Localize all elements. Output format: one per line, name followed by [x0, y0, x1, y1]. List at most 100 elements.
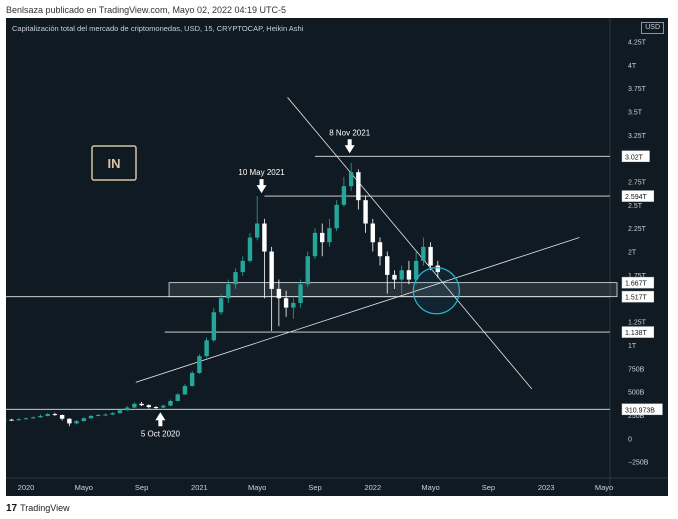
- price-chart[interactable]: IN 10 May 2021 8 Nov 2021 5 Oct 2020 4.25T 4T…: [6, 18, 668, 496]
- y-tick-label: 4T: [628, 63, 637, 70]
- y-tick-label: 2T: [628, 250, 637, 257]
- x-tick-label: Sep: [135, 483, 148, 492]
- price-label-box: [621, 276, 655, 289]
- candle-body: [320, 232, 325, 243]
- price-label-box: [621, 150, 650, 163]
- candle-body: [399, 270, 404, 280]
- candle-body: [341, 186, 347, 205]
- y-tick-label: 1T: [628, 343, 637, 350]
- trendline-support: [135, 237, 580, 383]
- candle-body: [110, 413, 115, 415]
- candle-body: [305, 256, 310, 285]
- candle-body: [406, 270, 412, 280]
- price-label: 2.594T: [625, 194, 648, 201]
- price-label-box: [621, 190, 655, 202]
- price-label: 1.517T: [625, 295, 648, 302]
- candle-body: [269, 251, 274, 289]
- y-tick-label: 4.25T: [628, 39, 647, 46]
- candle-body: [204, 340, 209, 357]
- footer: 17 TradingView: [6, 500, 70, 516]
- footer-brand[interactable]: TradingView: [20, 503, 70, 513]
- candle-body: [262, 223, 267, 252]
- watermark-logo-icon: [91, 145, 137, 181]
- chart-title: Capitalización total del mercado de crip…: [12, 24, 304, 33]
- currency-button[interactable]: USD: [641, 22, 664, 34]
- candle-body: [283, 298, 289, 308]
- y-tick-label: 500B: [628, 390, 645, 397]
- x-tick-label: Sep: [308, 483, 321, 492]
- price-label-box: [621, 290, 655, 303]
- x-tick-label: Mayo: [421, 483, 439, 492]
- candle-body: [276, 288, 282, 299]
- chart-panel[interactable]: IN 10 May 2021 8 Nov 2021 5 Oct 2020 4.25T 4T…: [6, 18, 668, 496]
- candle-body: [356, 172, 361, 201]
- candle-body: [16, 419, 21, 421]
- candle-body: [435, 265, 441, 273]
- annotation-up-arrow-icon: [155, 412, 166, 427]
- candle-body: [139, 403, 144, 406]
- candle-body: [168, 400, 173, 406]
- publication-header: Benlsaza publicado en TradingView.com, M…: [6, 5, 287, 15]
- candle-body: [385, 256, 390, 275]
- candle-body: [59, 415, 65, 419]
- y-tick-label: 3.75T: [628, 86, 647, 93]
- y-tick-label: 1.25T: [628, 320, 647, 327]
- candle-body: [103, 414, 108, 416]
- candle-body: [124, 407, 130, 411]
- support-zone-rect: [168, 282, 618, 298]
- candle-body: [233, 272, 238, 285]
- candle-body: [117, 410, 123, 414]
- candle-body: [38, 415, 43, 418]
- candle-body: [31, 417, 36, 419]
- candle-body: [428, 246, 433, 266]
- y-tick-label: 250B: [628, 413, 645, 420]
- x-tick-label: Sep: [482, 483, 495, 492]
- x-tick-label: Mayo: [75, 483, 93, 492]
- candle-body: [132, 403, 137, 408]
- x-tick-label: Mayo: [595, 483, 613, 492]
- candle-body: [413, 260, 419, 280]
- annotation-label: 8 Nov 2021: [329, 128, 370, 137]
- y-tick-label: 2.5T: [628, 203, 643, 210]
- candle-body: [175, 394, 180, 401]
- annotation-label: 5 Oct 2020: [141, 429, 181, 438]
- annotation-label: 10 May 2021: [238, 168, 285, 177]
- y-tick-label: −250B: [628, 460, 649, 467]
- candle-body: [218, 298, 224, 313]
- price-label: 3.02T: [625, 154, 644, 161]
- candle-body: [153, 407, 159, 409]
- candle-body: [9, 419, 14, 421]
- x-tick-label: 2020: [18, 483, 35, 492]
- candle-body: [334, 204, 339, 229]
- candle-body: [96, 415, 101, 416]
- candle-body: [81, 418, 86, 422]
- price-label: 310.973B: [625, 407, 655, 414]
- candle-body: [255, 223, 260, 238]
- candle-body: [45, 414, 50, 416]
- highlight-circle: [412, 267, 460, 315]
- price-label-box: [621, 403, 663, 416]
- candle-body: [146, 405, 152, 408]
- y-tick-label: 0: [628, 436, 632, 443]
- y-tick-label: 750B: [628, 366, 645, 373]
- x-tick-label: Mayo: [248, 483, 266, 492]
- candle-body: [291, 302, 296, 308]
- candle-body: [67, 418, 72, 424]
- watermark-text: IN: [108, 156, 121, 171]
- x-tick-label: 2021: [191, 483, 208, 492]
- candle-body: [52, 414, 58, 416]
- candle-body: [312, 232, 318, 257]
- candle-body: [392, 274, 397, 280]
- candle-body: [23, 418, 29, 420]
- candle-body: [74, 421, 79, 424]
- candle-body: [182, 386, 188, 395]
- y-tick-label: 1.75T: [628, 273, 647, 280]
- candle-body: [377, 242, 383, 257]
- candle-body: [211, 312, 217, 341]
- candle-body: [363, 200, 368, 224]
- trendline-resistance: [287, 97, 533, 390]
- annotation-down-arrow-icon: [256, 179, 267, 194]
- price-label-box: [621, 326, 655, 338]
- candle-body: [197, 356, 202, 373]
- x-tick-label: 2023: [538, 483, 555, 492]
